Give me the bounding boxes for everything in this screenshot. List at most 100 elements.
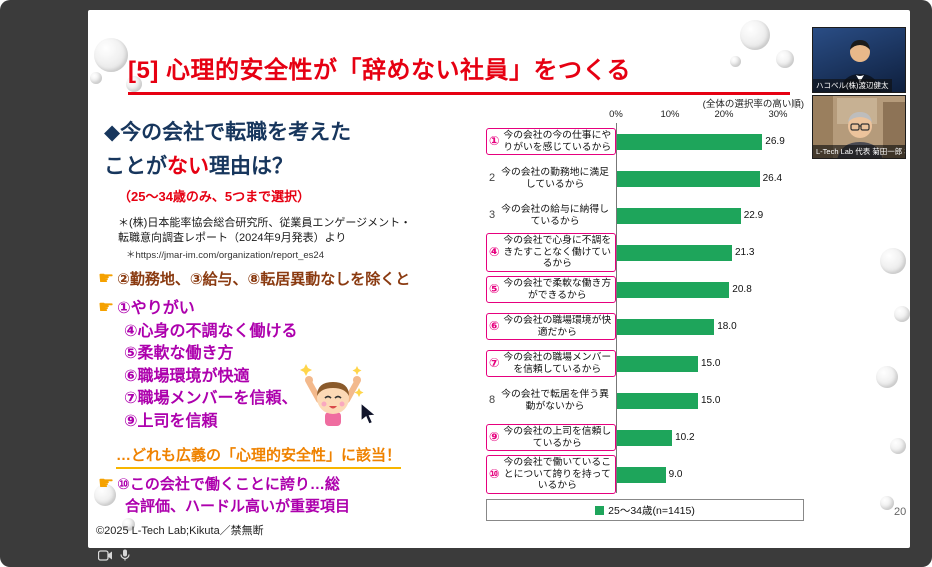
heading-line2-post: 理由は？ (209, 155, 293, 178)
chart-bar-value: 9.0 (668, 469, 683, 480)
chart-row-text: 今の会社で心身に不調をきたすことなく働けているから (503, 234, 612, 270)
point-pride: ☛ ⑩この会社で働くことに誇り…総 合評価、ハードル高いが重要項目 (98, 472, 350, 518)
pride-line1: ☛ ⑩この会社で働くことに誇り…総 (98, 472, 350, 496)
chart-bar-value: 10.2 (675, 432, 695, 443)
chart-bar-area: 18.0 (616, 308, 804, 345)
chart-bar (617, 281, 730, 298)
bubble-decoration (90, 72, 102, 84)
bubble-decoration (730, 56, 741, 67)
chart-bar-value: 18.0 (717, 321, 737, 332)
chart-bar (617, 170, 760, 187)
chart-row-label: 3 今の会社の給与に納得しているから (486, 202, 616, 230)
legend-swatch (595, 505, 605, 515)
heading-condition: （25～34歳のみ、5つまで選択） (118, 189, 311, 204)
bubble-decoration (94, 484, 116, 506)
chart-row: 2 今の会社の勤務地に満足しているから 26.4 (486, 160, 804, 197)
x-tick-30: 30% (768, 109, 788, 120)
pointing-hand-icon: ☛ (98, 297, 115, 317)
frame-toolbar (98, 549, 130, 561)
source-line2: 転職意向調査レポート（2024年9月発表）より (118, 232, 347, 245)
chart-row-label: 2 今の会社の勤務地に満足しているから (486, 165, 616, 193)
chart-row-label-highlighted: ⑩ 今の会社で働いていることについて誇りを持っているから (486, 454, 616, 495)
chart-row: 3 今の会社の給与に納得しているから 22.9 (486, 197, 804, 234)
chart-bar (617, 466, 666, 483)
participant-video-2[interactable]: L-Tech Lab 代表 菊田一郎 様 (812, 95, 906, 159)
x-tick-20: 20% (714, 109, 734, 120)
source-line1: ＊(株)日本能率協会総合研究所、従業員エンゲージメント・ (118, 217, 412, 229)
chart-row: ④ 今の会社で心身に不調をきたすことなく働けているから 21.3 (486, 232, 804, 273)
chart-bar (617, 244, 732, 261)
chart-row-number: ⑩ (489, 467, 500, 481)
chart-row-number: ④ (489, 245, 500, 259)
point-item: ⑤柔軟な働き方 (124, 345, 234, 362)
question-heading-line1: ◆今の会社で転職を考えた (104, 121, 352, 144)
chart-bar (617, 207, 741, 224)
point-items: ☛ ①やりがい ④心身の不調なく働ける ⑤柔軟な働き方 ⑥職場環境が快適 ⑦職場メンバーを… (98, 296, 298, 433)
point-item: ④心身の不調なく働ける (124, 322, 298, 340)
chart-row: ⑥ 今の会社の職場環境が快適だから 18.0 (486, 308, 804, 345)
chart-row: ① 今の会社の今の仕事にやりがいを感じているから 26.9 (486, 123, 804, 160)
chart-x-axis: 0% 10% 20% 30% (486, 109, 804, 123)
chart-bar-value: 15.0 (701, 395, 721, 406)
chart-row-number: ⑦ (489, 356, 500, 370)
chart-row: ⑨ 今の会社の上司を信頼しているから 10.2 (486, 419, 804, 456)
chart-row: ⑤ 今の会社で柔軟な働き方ができるから 20.8 (486, 271, 804, 308)
source-note: ＊(株)日本能率協会総合研究所、従業員エンゲージメント・ 転職意向調査レポート（… (118, 216, 411, 262)
chart-row-number: ⑥ (489, 319, 500, 333)
chart-bar-value: 22.9 (743, 210, 764, 221)
point-exclude-text: ②勤務地、③給与、⑧転居異動なしを除くと (117, 271, 411, 288)
question-heading-line2: ことがない理由は？ (104, 150, 351, 184)
chart-bar (617, 392, 698, 409)
chart-bar-value: 15.0 (701, 358, 721, 369)
bubble-decoration (880, 248, 906, 274)
pride-line1-text: ⑩この会社で働くことに誇り…総 (117, 476, 340, 493)
chart-row-number: ⑤ (489, 282, 500, 296)
chart-row-label-highlighted: ⑨ 今の会社の上司を信頼しているから (486, 423, 616, 452)
participant-1-name: ハコベル(株)渡辺健太 (813, 79, 892, 92)
bubble-decoration (876, 366, 898, 388)
pride-line2: 合評価、ハードル高いが重要項目 (125, 498, 351, 515)
chart-row-text: 今の会社の職場メンバーを信頼しているから (503, 351, 612, 375)
happy-person-illustration (300, 360, 366, 433)
chart-row-text: 今の会社の上司を信頼しているから (503, 425, 612, 449)
point-item: ⑨上司を信頼 (124, 412, 218, 430)
chart-row-text: 今の会社で働いていることについて誇りを持っているから (503, 456, 612, 492)
chart-row-label-highlighted: ⑥ 今の会社の職場環境が快適だから (486, 312, 616, 341)
chart-bar-area: 15.0 (616, 382, 804, 419)
chart-row: ⑦ 今の会社の職場メンバーを信頼しているから 15.0 (486, 345, 804, 382)
point-exclude: ☛ ②勤務地、③給与、⑧転居異動なしを除くと (98, 268, 410, 289)
chart-row-text: 今の会社で転居を伴う異動がないから (501, 388, 609, 412)
slide-title: [5] 心理的安全性が「辞めない社員」をつくる (128, 50, 790, 95)
mic-icon[interactable] (120, 549, 130, 561)
x-tick-10: 10% (660, 109, 680, 120)
page-number: 20 (894, 506, 907, 518)
bubble-decoration (890, 438, 906, 454)
pointing-hand-icon: ☛ (98, 268, 115, 288)
chart-bar-value: 21.3 (735, 247, 755, 258)
chart-bar-area: 22.9 (616, 197, 804, 234)
chart-bar (617, 429, 673, 446)
point-item: ⑥職場環境が快適 (124, 367, 250, 385)
chart-bar-area: 9.0 (616, 456, 804, 493)
chart-bar (617, 318, 715, 335)
heading-emphasis: ない (167, 155, 209, 178)
participant-video-1[interactable]: ハコベル(株)渡辺健太 (812, 27, 906, 93)
camera-icon[interactable] (98, 549, 113, 561)
chart-row-number: ① (489, 134, 500, 148)
source-url: ＊https://jmar-im.com/organization/report… (126, 249, 324, 261)
chart-row-number: 8 (489, 393, 496, 406)
bubble-decoration (880, 496, 894, 510)
pointing-hand-icon: ☛ (98, 473, 115, 493)
shared-slide: [5] 心理的安全性が「辞めない社員」をつくる ◆今の会社で転職を考えた ことが… (88, 10, 910, 548)
chart-bar (617, 355, 698, 372)
chart-rows: ① 今の会社の今の仕事にやりがいを感じているから 26.9 2 今の会社の勤務地に満足し… (486, 123, 804, 495)
chart-bar-value: 26.9 (765, 136, 785, 147)
chart-row-label-highlighted: ① 今の会社の今の仕事にやりがいを感じているから (486, 127, 616, 156)
chart-bar-area: 21.3 (616, 234, 804, 271)
bubble-decoration (122, 518, 135, 531)
chart-legend: 25～34歳(n=1415) (486, 499, 804, 521)
point-item-text: ①やりがい (117, 300, 195, 317)
chart-row: 8 今の会社で転居を伴う異動がないから 15.0 (486, 382, 804, 419)
chart-bar-area: 26.4 (616, 160, 804, 197)
